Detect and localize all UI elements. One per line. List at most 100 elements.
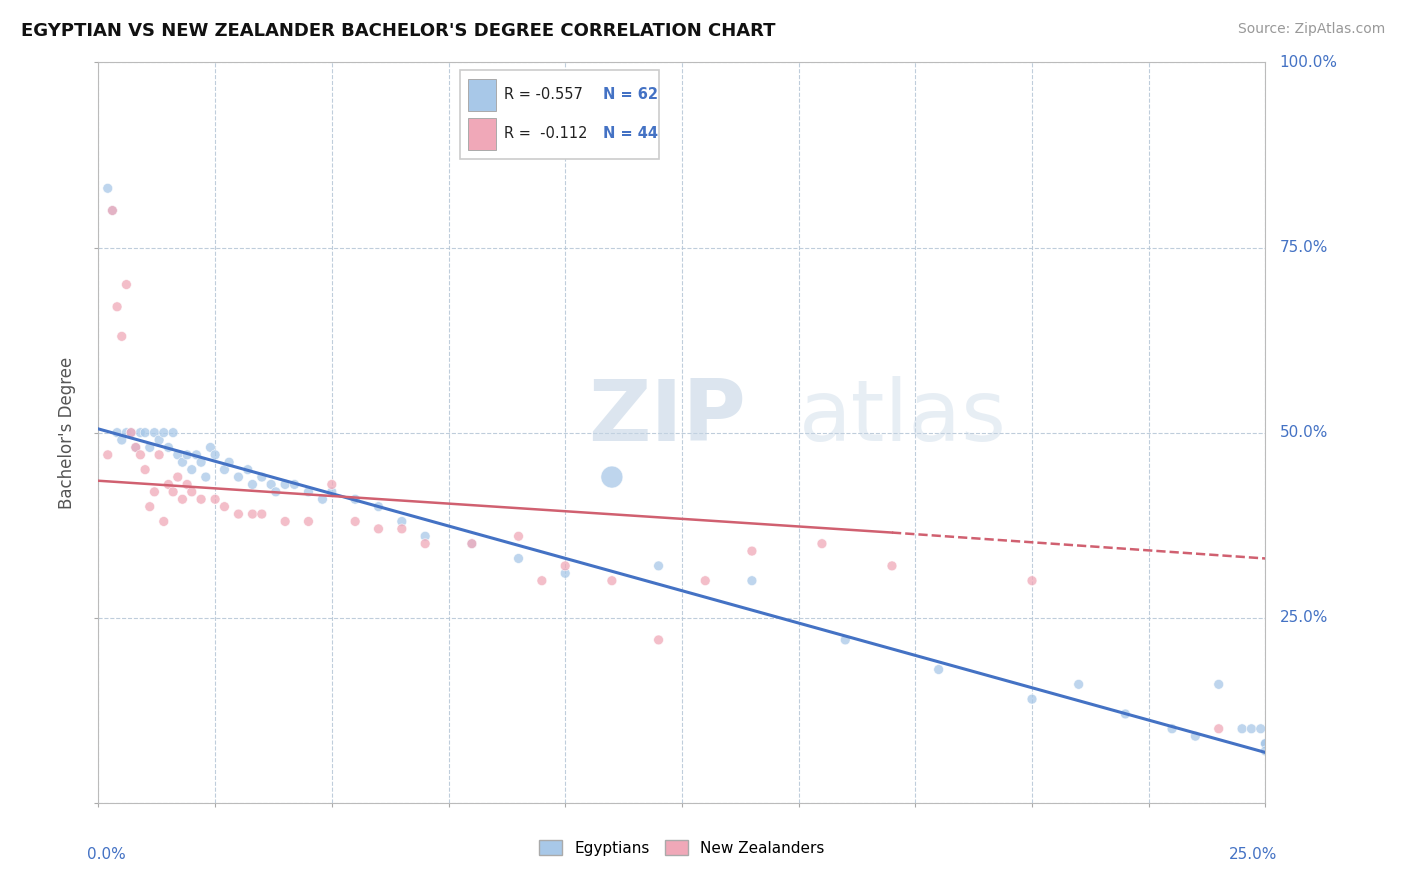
Point bbox=[391, 522, 413, 536]
Point bbox=[311, 492, 333, 507]
Point bbox=[101, 203, 124, 218]
Point bbox=[228, 507, 250, 521]
Text: 0.0%: 0.0% bbox=[87, 847, 125, 863]
Text: ZIP: ZIP bbox=[589, 376, 747, 459]
Point bbox=[190, 492, 212, 507]
Point bbox=[111, 329, 134, 343]
Point bbox=[367, 522, 389, 536]
Point bbox=[148, 448, 170, 462]
Point bbox=[508, 551, 530, 566]
Point bbox=[157, 477, 180, 491]
Point bbox=[139, 500, 162, 514]
Point bbox=[1114, 706, 1136, 721]
Text: 100.0%: 100.0% bbox=[1279, 55, 1337, 70]
Point bbox=[152, 425, 174, 440]
Text: 25.0%: 25.0% bbox=[1279, 610, 1327, 625]
Point bbox=[250, 470, 273, 484]
Point bbox=[367, 500, 389, 514]
Point bbox=[115, 425, 138, 440]
Point bbox=[1254, 737, 1277, 751]
Point bbox=[647, 632, 669, 647]
Point bbox=[152, 515, 174, 529]
Legend: Egyptians, New Zealanders: Egyptians, New Zealanders bbox=[533, 834, 831, 862]
Point bbox=[880, 558, 903, 573]
Point bbox=[97, 448, 120, 462]
Point bbox=[204, 492, 226, 507]
Point bbox=[172, 492, 194, 507]
Point bbox=[125, 441, 148, 455]
Y-axis label: Bachelor's Degree: Bachelor's Degree bbox=[58, 357, 76, 508]
Point bbox=[105, 425, 128, 440]
Point bbox=[1250, 722, 1272, 736]
Point bbox=[1021, 692, 1043, 706]
Point bbox=[1021, 574, 1043, 588]
Point bbox=[554, 558, 576, 573]
Point bbox=[321, 477, 343, 491]
Point bbox=[1254, 737, 1277, 751]
Text: 75.0%: 75.0% bbox=[1279, 240, 1327, 255]
Point bbox=[166, 448, 188, 462]
Point bbox=[242, 507, 264, 521]
Point bbox=[1254, 737, 1277, 751]
Text: 25.0%: 25.0% bbox=[1229, 847, 1277, 863]
Point bbox=[125, 441, 148, 455]
Point bbox=[928, 663, 950, 677]
Point bbox=[228, 470, 250, 484]
Text: 50.0%: 50.0% bbox=[1279, 425, 1327, 440]
Point bbox=[413, 536, 436, 550]
Point bbox=[214, 462, 236, 476]
Point bbox=[283, 477, 305, 491]
Text: atlas: atlas bbox=[799, 376, 1007, 459]
Point bbox=[200, 441, 222, 455]
Point bbox=[148, 433, 170, 447]
Text: Source: ZipAtlas.com: Source: ZipAtlas.com bbox=[1237, 22, 1385, 37]
Point bbox=[600, 574, 623, 588]
Point bbox=[180, 462, 202, 476]
Point bbox=[1240, 722, 1263, 736]
Point bbox=[176, 448, 198, 462]
Point bbox=[834, 632, 856, 647]
Point bbox=[1230, 722, 1253, 736]
Point bbox=[101, 203, 124, 218]
Point bbox=[741, 544, 763, 558]
Point bbox=[264, 484, 287, 499]
Point bbox=[105, 300, 128, 314]
Point bbox=[321, 484, 343, 499]
Point bbox=[190, 455, 212, 469]
Point bbox=[600, 470, 623, 484]
Point bbox=[530, 574, 553, 588]
Point bbox=[120, 425, 142, 440]
Point bbox=[176, 477, 198, 491]
Point bbox=[214, 500, 236, 514]
Point bbox=[554, 566, 576, 581]
Point bbox=[120, 425, 142, 440]
Point bbox=[344, 515, 367, 529]
Point bbox=[186, 448, 208, 462]
Point bbox=[218, 455, 240, 469]
Point bbox=[741, 574, 763, 588]
Point bbox=[129, 448, 152, 462]
Point bbox=[129, 425, 152, 440]
Point bbox=[236, 462, 259, 476]
Point bbox=[250, 507, 273, 521]
Point bbox=[391, 515, 413, 529]
Point bbox=[461, 536, 484, 550]
Point bbox=[204, 448, 226, 462]
Point bbox=[162, 425, 184, 440]
Point bbox=[274, 515, 297, 529]
Point bbox=[180, 484, 202, 499]
Text: EGYPTIAN VS NEW ZEALANDER BACHELOR'S DEGREE CORRELATION CHART: EGYPTIAN VS NEW ZEALANDER BACHELOR'S DEG… bbox=[21, 22, 776, 40]
Point bbox=[143, 425, 166, 440]
Point bbox=[1184, 729, 1206, 743]
Point bbox=[143, 484, 166, 499]
Point bbox=[157, 441, 180, 455]
Point bbox=[461, 536, 484, 550]
Point bbox=[647, 558, 669, 573]
Point bbox=[297, 515, 319, 529]
Point bbox=[166, 470, 188, 484]
Point bbox=[344, 492, 367, 507]
Point bbox=[242, 477, 264, 491]
Point bbox=[134, 425, 156, 440]
Point bbox=[811, 536, 834, 550]
Point bbox=[695, 574, 717, 588]
